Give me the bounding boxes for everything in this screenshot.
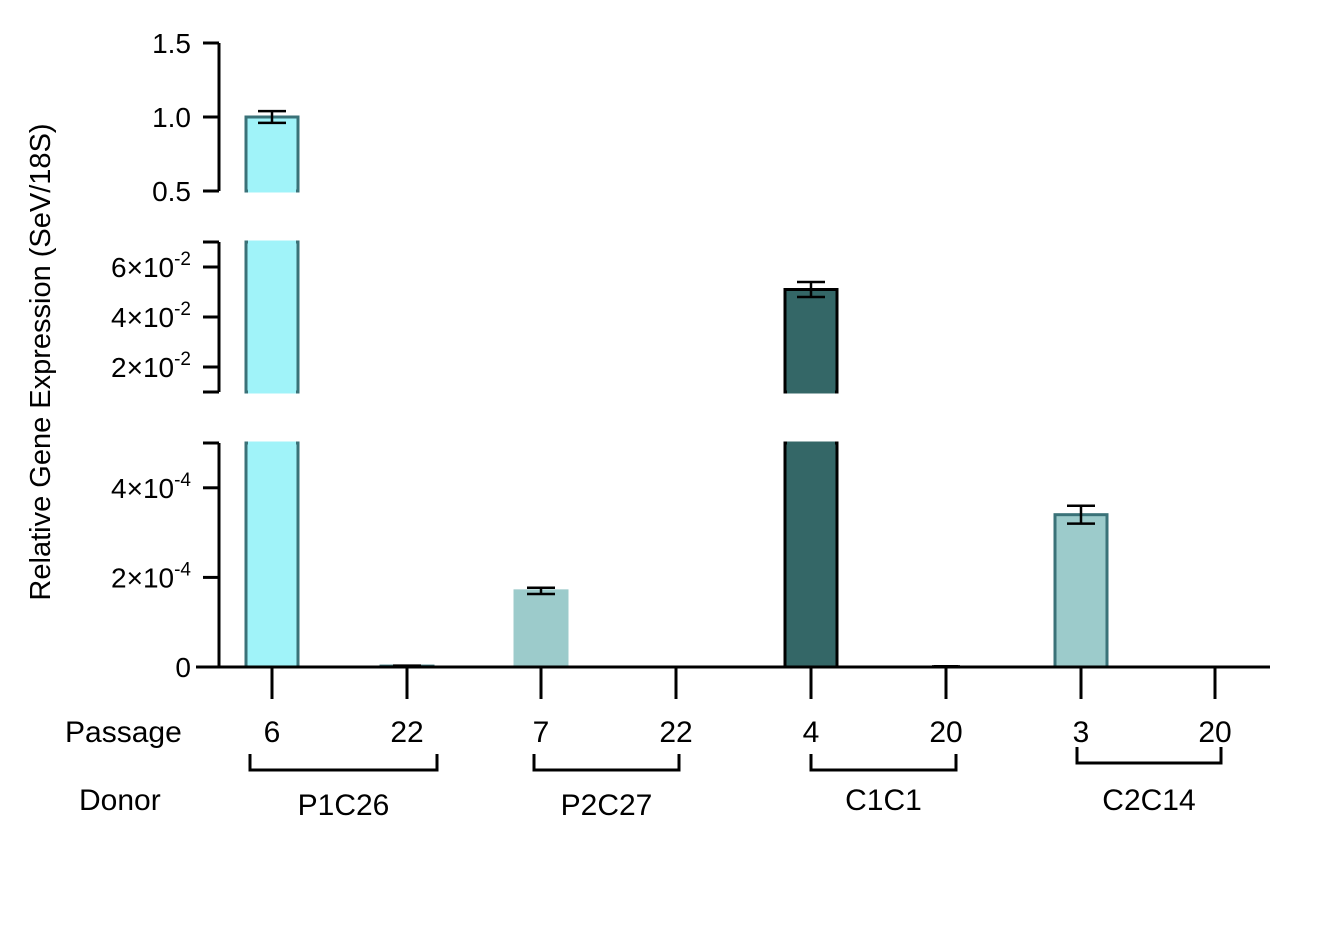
x-axis: 6 22 7 22 4 20 3 20 P1C26 P2C27 C1C1 C2C14: [196, 665, 1270, 822]
bar: [783, 441, 839, 669]
bar: [1053, 513, 1109, 669]
bars: [244, 109, 1109, 669]
y-tick-label: 2×10-2: [111, 349, 191, 383]
bar: [244, 441, 300, 669]
donor-label: P1C26: [298, 789, 390, 822]
bar-group: [244, 109, 300, 669]
passage-label: 20: [1198, 716, 1231, 749]
y-tick-label: 4×10-2: [111, 299, 191, 333]
passage-label: 3: [1073, 716, 1090, 749]
bracket-line: [1075, 747, 1223, 765]
axes: 0 2×10-4 4×10-4 2×10-2 4×10-2 6×10-2 0.5 1.0 1.5: [111, 28, 221, 683]
donor-row-label: Donor: [79, 784, 161, 817]
bar-group: [783, 280, 839, 669]
bar: [513, 589, 569, 669]
y-tick-label: 1.5: [152, 28, 191, 59]
passage-label: 7: [533, 716, 550, 749]
donor-label: P2C27: [561, 789, 653, 822]
y-tick-label: 0: [175, 652, 191, 683]
bracket-line: [248, 754, 439, 772]
donor-bracket: C2C14: [1075, 747, 1223, 817]
y-tick-label: 0.5: [152, 176, 191, 207]
passage-label: 6: [264, 716, 281, 749]
bar: [244, 115, 300, 193]
bar-group: [1053, 504, 1109, 669]
y-tick-label: 2×10-4: [111, 559, 191, 593]
passage-label: 4: [803, 716, 820, 749]
bar-group: [513, 586, 569, 669]
passage-label: 22: [659, 716, 692, 749]
donor-label: C2C14: [1102, 784, 1195, 817]
bar: [783, 288, 839, 394]
bracket-line: [809, 754, 958, 772]
y-tick-label: 6×10-2: [111, 249, 191, 283]
donor-bracket: C1C1: [809, 754, 958, 817]
donor-label: C1C1: [845, 784, 922, 817]
y-tick-label: 4×10-4: [111, 470, 191, 504]
passage-row-label: Passage: [65, 716, 182, 749]
bracket-line: [532, 754, 681, 772]
y-axis-title: Relative Gene Expression (SeV/18S): [25, 123, 57, 600]
y-axis-title-group: Relative Gene Expression (SeV/18S): [25, 123, 57, 600]
passage-label: 20: [929, 716, 962, 749]
donor-bracket: P1C26: [248, 754, 439, 822]
donor-bracket: P2C27: [532, 754, 681, 822]
passage-label: 22: [390, 716, 423, 749]
bar: [244, 240, 300, 394]
y-tick-label: 1.0: [152, 102, 191, 133]
